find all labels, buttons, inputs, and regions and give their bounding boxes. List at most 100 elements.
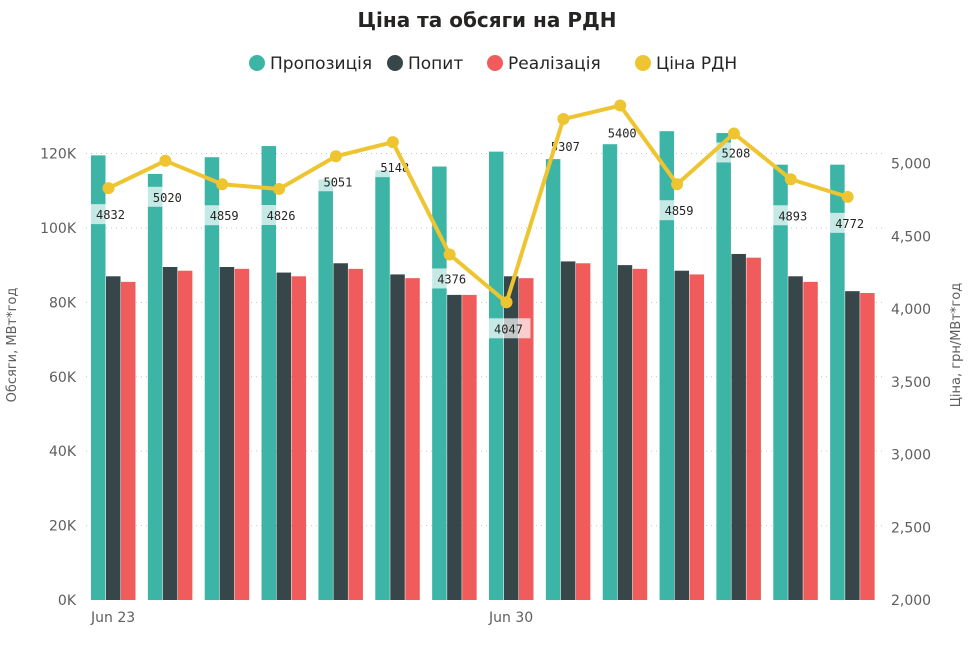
data-label: 5400 [608,127,637,141]
bar-demand [219,266,235,600]
bar-sales [177,270,193,600]
bar-sales [348,268,363,600]
bar-supply [91,155,106,600]
x-tick-label: Jun 23 [90,610,135,626]
bar-supply [204,157,220,601]
data-label: 4859 [210,209,239,223]
data-label-bg [259,205,304,226]
bar-sales [689,274,705,600]
bar-demand [731,253,746,600]
price-point [216,178,229,191]
bar-supply [602,144,618,600]
right-tick-label: 3,500 [891,375,931,391]
data-label: 4376 [437,272,466,286]
price-point [614,99,627,112]
bar-supply [659,131,675,601]
legend-marker [635,55,651,71]
bar-sales [575,263,591,600]
data-label-bg [713,142,758,163]
bar-series [91,131,875,601]
data-label: 4893 [778,209,807,223]
data-label-bg [827,212,872,233]
data-label: 4832 [96,208,125,222]
bar-supply [716,133,731,601]
bar-demand [788,276,803,600]
bar-demand [617,265,633,600]
left-tick-label: 20K [49,519,77,535]
price-point [443,248,456,261]
bar-demand [162,266,178,600]
bar-demand [560,261,576,600]
data-label-bg [486,318,531,339]
left-tick-label: 60K [49,370,77,386]
legend-label: Ціна РДН [656,54,737,74]
bar-sales [405,278,420,600]
data-label: 4047 [494,322,523,336]
price-point [500,296,513,309]
right-axis-title: Ціна, грн/МВт*год [949,283,964,407]
bar-supply [261,146,277,600]
bar-sales [462,294,477,600]
bar-sales [234,268,250,600]
price-point [273,183,286,196]
left-y-axis: 0K 20K 40K 60K 80K 100K 120K [40,147,77,610]
left-tick-label: 40K [49,444,77,460]
bar-supply [545,159,561,601]
right-tick-label: 2,500 [891,520,931,536]
right-tick-label: 5,000 [891,157,931,173]
data-label: 4859 [665,204,694,218]
price-point [386,136,399,149]
left-tick-label: 120K [40,147,77,163]
price-point [329,150,342,163]
bar-demand [333,263,348,600]
left-tick-label: 80K [49,295,77,311]
data-label-bg [600,122,645,143]
legend-marker [249,55,265,71]
right-tick-label: 3,000 [891,448,931,464]
bar-demand [504,276,519,600]
legend-label: Пропозиція [270,54,372,74]
data-label: 5020 [153,191,182,205]
data-label-bg [202,205,247,226]
left-tick-label: 100K [40,221,77,237]
right-tick-label: 2,000 [891,593,931,609]
data-label-bg [429,268,474,289]
bar-sales [746,257,761,600]
chart-legend: Пропозиція Попит Реалізація Ціна РДН [249,54,737,74]
bar-sales [632,268,648,600]
x-axis: Jun 23 Jun 30 [90,610,533,626]
data-label: 5307 [551,140,580,154]
left-tick-label: 0K [58,593,77,609]
price-point [841,190,854,203]
data-label-bg [145,186,190,207]
right-y-axis: 2,000 2,500 3,000 3,500 4,000 4,500 5,000 [891,157,931,609]
bar-sales [121,281,136,600]
bar-supply [318,179,333,600]
bar-sales [860,293,875,600]
price-point [557,113,570,126]
data-label-bg [88,204,133,225]
right-tick-label: 4,500 [891,229,931,245]
bar-demand [276,272,292,600]
bar-demand [674,270,690,600]
right-tick-label: 4,000 [891,302,931,318]
data-label-bg [315,171,360,192]
bar-supply [147,173,163,600]
data-label: 5208 [721,146,750,160]
price-point [159,154,172,167]
data-label: 4772 [835,217,864,231]
bar-supply [489,151,504,600]
bar-supply [773,164,788,600]
bar-sales [291,276,307,600]
price-point [102,182,115,195]
bar-sales [803,281,818,600]
x-tick-label: Jun 30 [488,610,533,626]
price-line-path [107,103,849,305]
data-label: 4826 [267,209,296,223]
price-point [671,178,684,191]
bar-supply [375,170,390,600]
price-point [784,173,797,186]
legend-marker [387,55,403,71]
